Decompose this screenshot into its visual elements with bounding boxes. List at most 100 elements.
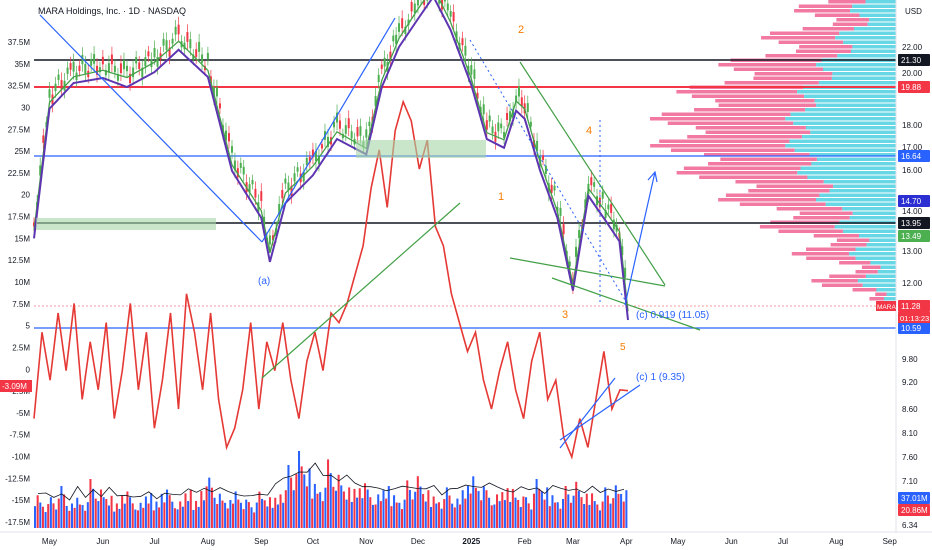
candle-body bbox=[455, 31, 458, 41]
volume-bar bbox=[498, 501, 501, 528]
annotation-label: (c) 1 (9.35) bbox=[636, 372, 685, 383]
price-tag-box bbox=[898, 492, 930, 504]
left-axis-tick: 0 bbox=[26, 365, 31, 374]
candle-body bbox=[215, 87, 218, 97]
profile-bar-cyan bbox=[805, 108, 896, 112]
volume-bar bbox=[166, 489, 169, 528]
volume-bar bbox=[298, 451, 301, 528]
volume-bar bbox=[532, 493, 535, 528]
wedge-lower[interactable] bbox=[551, 277, 701, 331]
candle-body bbox=[242, 166, 245, 175]
candle-body bbox=[517, 86, 520, 97]
candle-body bbox=[314, 150, 317, 161]
volume-bar bbox=[377, 494, 380, 528]
trend-drawings[interactable] bbox=[36, 14, 701, 449]
profile-bar-red bbox=[821, 283, 863, 287]
ticker-tag-box bbox=[876, 301, 896, 311]
volume-bar bbox=[176, 509, 179, 528]
candle-body bbox=[438, 0, 441, 4]
volume-bar bbox=[205, 486, 208, 528]
candle-body bbox=[69, 63, 72, 70]
price-tag: 19.88 bbox=[898, 81, 930, 93]
candle-body bbox=[72, 61, 75, 72]
candle-body bbox=[284, 178, 287, 184]
volume-bar bbox=[548, 506, 551, 528]
volume-bar bbox=[601, 501, 604, 528]
volume-bar bbox=[488, 497, 491, 528]
osc-trendline-up[interactable] bbox=[261, 202, 461, 379]
price-tag-label: 10.59 bbox=[901, 324, 922, 333]
volume-bar bbox=[316, 493, 319, 528]
profile-bar-red bbox=[794, 9, 851, 13]
dotted-projection[interactable] bbox=[469, 39, 626, 301]
volume-bar bbox=[340, 485, 343, 528]
profile-bar-red bbox=[869, 297, 885, 301]
volume-bar bbox=[319, 492, 322, 528]
candle-body bbox=[113, 65, 116, 73]
volume-bar bbox=[158, 507, 161, 528]
candle-body bbox=[398, 23, 401, 32]
volume-bar bbox=[218, 493, 221, 528]
candle-body bbox=[612, 219, 615, 230]
right-axis-tick: 14.00 bbox=[902, 207, 923, 216]
left-axis-tick: 2.5M bbox=[12, 343, 30, 352]
candle-body bbox=[317, 156, 320, 165]
left-axis-tick: 25M bbox=[14, 147, 30, 156]
chart-title: MARA Holdings, Inc. · 1D · NASDAQ bbox=[38, 6, 186, 16]
wedge-upper[interactable] bbox=[509, 257, 666, 287]
channel-line[interactable] bbox=[519, 61, 666, 286]
left-axis-tick: -7.5M bbox=[10, 431, 31, 440]
candle-body bbox=[263, 216, 266, 226]
volume-bar bbox=[612, 498, 615, 528]
candle-body bbox=[365, 129, 368, 138]
volume-bar bbox=[68, 510, 71, 528]
left-axis-tick: 12.5M bbox=[8, 256, 31, 265]
volume-bar bbox=[105, 499, 108, 528]
oscillator-line bbox=[33, 99, 629, 460]
profile-bar-cyan bbox=[880, 265, 896, 269]
candle-body bbox=[356, 127, 359, 137]
volume-bar bbox=[382, 490, 385, 528]
right-axis-tick: 7.10 bbox=[902, 477, 918, 486]
x-axis-tick: Sep bbox=[883, 537, 898, 546]
candle-body bbox=[624, 267, 627, 278]
profile-bar-red bbox=[715, 99, 815, 103]
volume-bar bbox=[287, 465, 290, 528]
volume-bar bbox=[308, 468, 311, 528]
profile-bar-red bbox=[694, 108, 806, 112]
volume-bar bbox=[255, 502, 258, 528]
candle-body bbox=[93, 54, 96, 64]
x-axis-tick: Jun bbox=[96, 537, 109, 546]
left-axis-tick: 35M bbox=[14, 60, 30, 69]
trend-line-a[interactable] bbox=[39, 14, 263, 243]
candle-body bbox=[575, 246, 578, 257]
profile-bar-cyan bbox=[857, 279, 896, 283]
candle-body bbox=[260, 191, 263, 201]
left-axis-tick: 32.5M bbox=[8, 82, 31, 91]
profile-bar-cyan bbox=[823, 67, 896, 71]
volume-bar bbox=[527, 503, 530, 528]
projection-arrow[interactable] bbox=[624, 171, 656, 306]
osc-arrow-up[interactable] bbox=[559, 377, 616, 449]
volume-bar bbox=[179, 501, 182, 528]
profile-bar-cyan bbox=[884, 297, 896, 301]
volume-bar bbox=[530, 509, 533, 528]
candle-body bbox=[336, 112, 339, 123]
volume-bar bbox=[184, 493, 187, 528]
candle-body bbox=[604, 210, 607, 219]
wave-annotations: (a) 1 2 3 4 5 (c) 0.919 (11.05) (c) 1 (9.35) bbox=[258, 24, 709, 383]
volume-bar bbox=[329, 473, 332, 528]
candle-body bbox=[33, 222, 35, 227]
profile-bar-cyan bbox=[852, 45, 896, 49]
volume-bar bbox=[129, 497, 132, 528]
volume-bar bbox=[369, 497, 372, 528]
volume-bar bbox=[152, 510, 155, 528]
price-tag-label: 37.01M bbox=[901, 494, 928, 503]
candle-body bbox=[333, 121, 336, 128]
profile-bar-red bbox=[683, 166, 801, 170]
price-tag-box bbox=[898, 217, 930, 229]
trend-line-b[interactable] bbox=[261, 17, 396, 243]
volume-bar bbox=[327, 459, 330, 528]
volume-bar bbox=[110, 495, 113, 528]
